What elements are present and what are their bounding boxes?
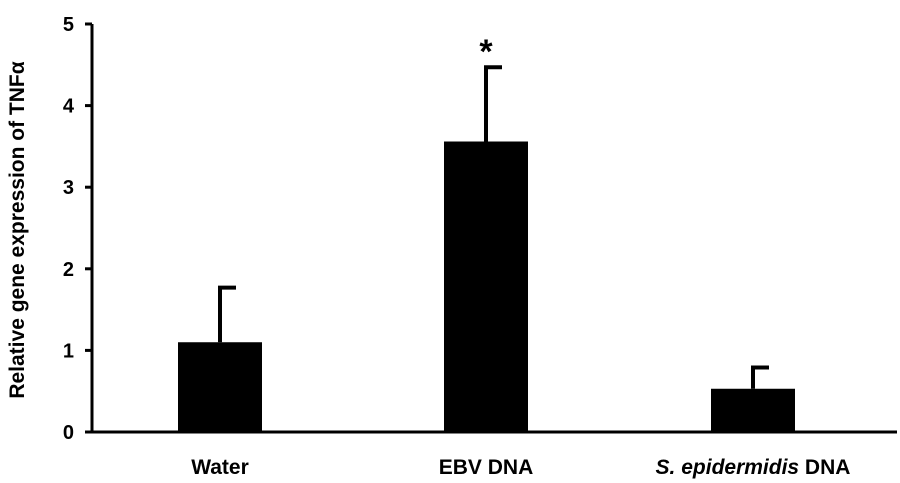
x-tick-label-part: Water <box>191 456 249 479</box>
y-tick-label: 5 <box>63 14 74 36</box>
significance-marker: * <box>479 33 493 71</box>
bar <box>711 388 795 432</box>
y-tick-label: 1 <box>63 340 74 362</box>
y-tick-label: 0 <box>63 422 74 444</box>
bar <box>178 342 262 432</box>
bar <box>444 141 528 432</box>
x-tick-label-part: EBV DNA <box>439 456 534 479</box>
y-axis-label: Relative gene expression of TNFα <box>6 61 29 398</box>
y-tick-label: 2 <box>63 259 74 281</box>
bars: * <box>178 33 795 432</box>
x-tick-label: Water <box>191 456 249 479</box>
x-tick-label-part: S. epidermidis <box>656 456 800 479</box>
x-tick-label: EBV DNA <box>439 456 534 479</box>
y-axis: 0 1 2 3 4 5 <box>63 14 94 444</box>
y-tick-label: 3 <box>63 177 74 199</box>
x-tick-label-part: DNA <box>799 456 850 479</box>
x-axis: Water EBV DNA S. epidermidis DNA <box>92 430 897 479</box>
y-tick-label: 4 <box>63 96 75 118</box>
x-tick-label: S. epidermidis DNA <box>656 456 851 479</box>
